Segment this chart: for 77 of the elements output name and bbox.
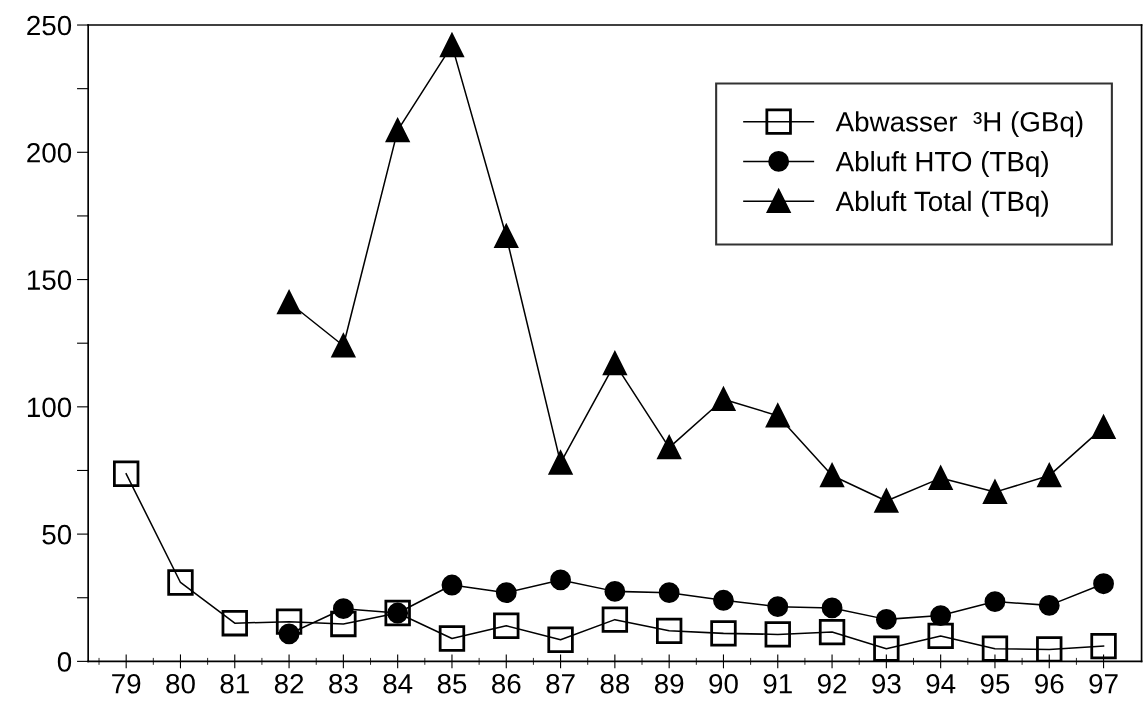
point — [764, 621, 791, 648]
point — [441, 574, 463, 596]
x-tick-label: 94 — [926, 673, 956, 694]
point — [603, 351, 627, 376]
x-tick-label: 93 — [872, 673, 901, 694]
legend-label: Abwasser ³H (GBq) — [835, 111, 1083, 138]
x-tick-label: 85 — [437, 673, 467, 694]
x-tick-label: 86 — [492, 673, 521, 694]
x-tick-label: 82 — [274, 673, 304, 694]
y-tick-label: 250 — [27, 15, 72, 36]
point — [765, 403, 790, 428]
point — [493, 612, 520, 639]
point — [658, 582, 680, 604]
point — [494, 224, 519, 249]
point — [1037, 463, 1062, 488]
point — [1090, 632, 1117, 660]
point — [277, 290, 301, 315]
point — [874, 489, 899, 513]
point — [1036, 636, 1063, 662]
point — [332, 598, 354, 620]
x-tick-label: 80 — [166, 673, 195, 694]
point — [930, 605, 952, 626]
x-tick-label: 90 — [709, 673, 738, 694]
x-tick-label: 97 — [1089, 673, 1118, 694]
point — [495, 582, 517, 604]
legend-label: Abluft HTO (TBq) — [835, 151, 1048, 177]
point — [440, 33, 464, 58]
point — [278, 623, 300, 645]
x-tick-label: 96 — [1035, 673, 1064, 694]
point — [1093, 573, 1114, 595]
x-tick-label: 84 — [383, 673, 413, 694]
point — [385, 118, 410, 143]
point — [983, 480, 1007, 504]
point — [547, 626, 574, 653]
y-tick-label: 200 — [27, 142, 72, 163]
y-tick-label: 100 — [27, 397, 72, 418]
point — [875, 608, 897, 630]
point — [550, 569, 571, 591]
x-tick-label: 81 — [220, 673, 249, 694]
point — [221, 610, 248, 637]
point — [981, 635, 1009, 662]
x-tick-label: 88 — [600, 673, 630, 694]
point — [548, 451, 573, 475]
point — [604, 580, 626, 602]
point — [1091, 415, 1116, 440]
point — [438, 625, 466, 652]
point — [711, 387, 736, 412]
point — [275, 608, 303, 635]
y-tick-label: 50 — [42, 524, 72, 545]
point — [112, 460, 140, 487]
point — [820, 463, 844, 488]
point — [984, 591, 1006, 612]
point — [821, 597, 843, 619]
x-tick-label: 91 — [763, 673, 792, 694]
point — [818, 618, 846, 646]
point — [873, 635, 900, 662]
point — [655, 617, 683, 645]
x-tick-label: 87 — [546, 673, 575, 694]
point — [1038, 594, 1060, 616]
point — [713, 589, 734, 611]
legend-label: Abluft Total (TBq) — [835, 190, 1048, 217]
point — [657, 435, 681, 460]
x-tick-label: 89 — [654, 673, 684, 694]
point — [330, 610, 357, 638]
point — [167, 569, 194, 596]
point — [928, 466, 953, 490]
point — [331, 333, 356, 358]
point — [710, 620, 737, 647]
y-tick-label: 0 — [57, 652, 72, 672]
x-tick-label: 95 — [980, 673, 1010, 694]
x-tick-label: 92 — [817, 673, 847, 694]
x-tick-label: 83 — [329, 673, 358, 694]
x-tick-label: 79 — [112, 673, 141, 694]
y-tick-label: 150 — [27, 270, 72, 290]
point — [601, 606, 629, 633]
point — [927, 622, 954, 650]
point — [767, 596, 789, 618]
